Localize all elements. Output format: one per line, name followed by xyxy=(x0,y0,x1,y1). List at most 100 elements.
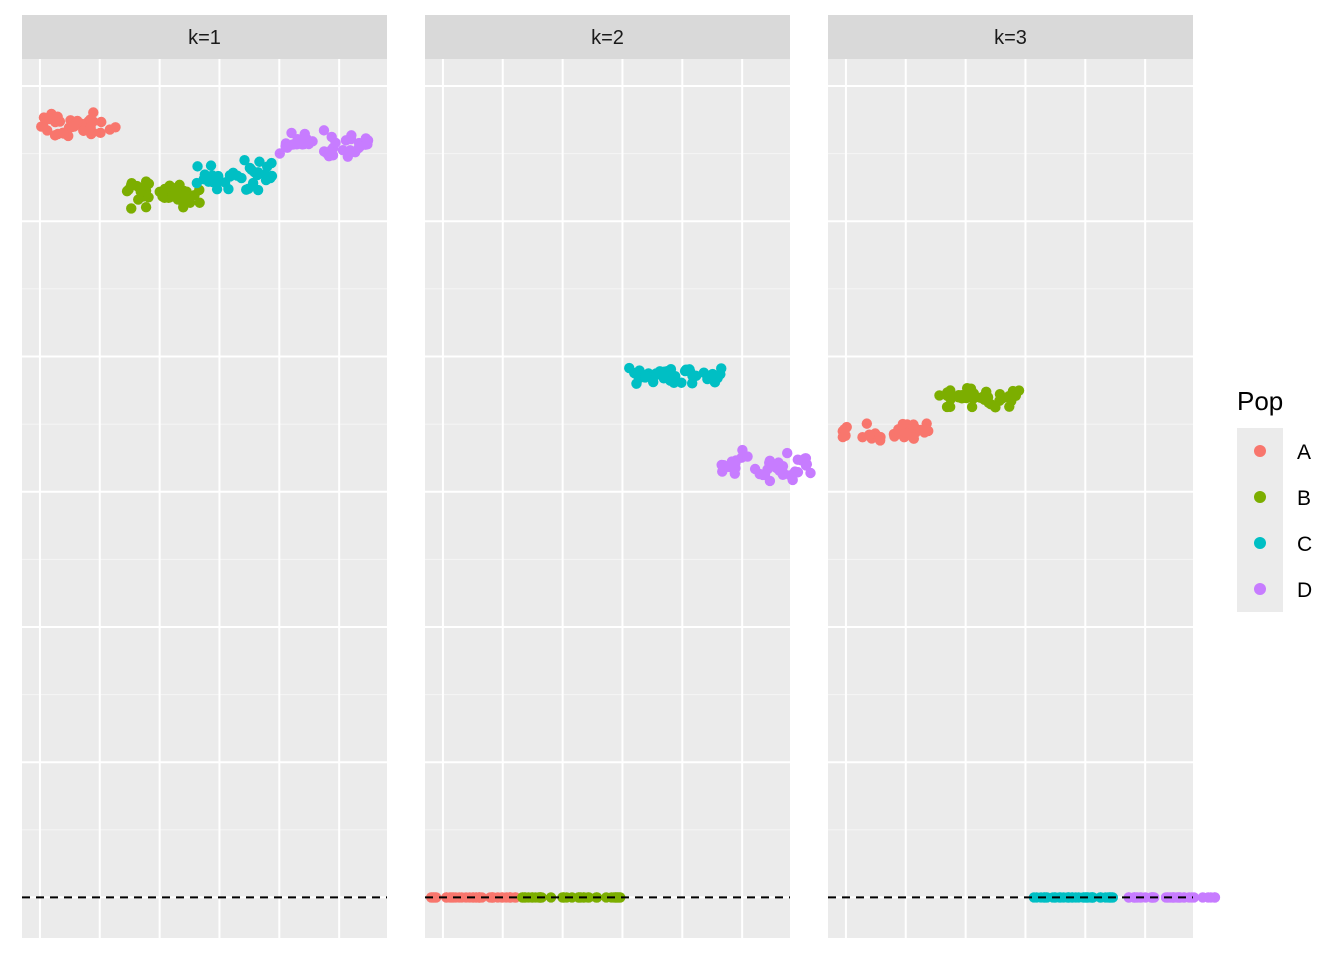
data-point-C xyxy=(665,364,677,375)
series-D xyxy=(1123,892,1221,903)
data-point-D xyxy=(757,469,769,481)
data-point-A xyxy=(907,432,919,443)
data-point-B xyxy=(557,892,568,903)
data-point-A xyxy=(919,423,930,435)
data-point-C xyxy=(1070,892,1081,903)
legend-item-B: B xyxy=(1254,487,1311,510)
data-point-D xyxy=(792,454,803,465)
data-point-D xyxy=(730,455,742,466)
data-point-D xyxy=(274,148,286,159)
strip-label: k=3 xyxy=(994,27,1027,49)
data-point-B xyxy=(526,892,538,903)
data-point-B xyxy=(170,185,182,196)
data-point-C xyxy=(1100,892,1111,903)
data-point-C xyxy=(658,373,669,384)
data-point-C xyxy=(631,378,642,389)
data-point-B xyxy=(965,383,977,394)
legend-key-A xyxy=(1254,445,1266,457)
data-point-B xyxy=(611,892,622,903)
data-point-C xyxy=(205,160,217,171)
data-point-D xyxy=(1184,892,1195,903)
strip-background xyxy=(828,15,1193,59)
strip-background xyxy=(425,15,790,59)
panel-k-3: k=3 xyxy=(828,15,1221,938)
data-point-C xyxy=(207,176,219,188)
data-point-A xyxy=(85,114,96,125)
series-C xyxy=(624,362,727,389)
data-point-A xyxy=(57,127,69,139)
data-point-B xyxy=(934,390,945,401)
data-point-A xyxy=(837,431,849,443)
series-D xyxy=(274,125,374,162)
data-point-B xyxy=(126,178,137,189)
data-point-B xyxy=(143,178,155,189)
legend-label-C: C xyxy=(1297,533,1312,556)
data-point-A xyxy=(50,116,61,128)
data-point-D xyxy=(792,467,804,478)
data-point-D xyxy=(718,459,729,471)
data-point-C xyxy=(624,362,635,374)
data-point-B xyxy=(944,401,956,413)
legend-title: Pop xyxy=(1237,386,1283,416)
legend-key-D xyxy=(1254,583,1266,595)
panel-k-1: k=1 xyxy=(22,15,387,938)
data-point-C xyxy=(224,170,236,181)
data-point-C xyxy=(244,162,256,174)
data-point-D xyxy=(749,463,761,475)
data-point-A xyxy=(36,121,47,132)
panel-background xyxy=(22,59,387,938)
data-point-B xyxy=(994,388,1006,400)
data-point-B xyxy=(126,203,137,214)
data-point-D xyxy=(282,142,293,153)
series-A xyxy=(36,107,121,142)
data-point-B xyxy=(945,385,956,396)
panel-background xyxy=(425,59,790,938)
data-point-D xyxy=(1209,892,1221,903)
legend-label-A: A xyxy=(1297,441,1311,464)
data-point-B xyxy=(133,194,144,205)
data-point-A xyxy=(486,892,498,903)
data-point-D xyxy=(742,451,753,462)
data-point-A xyxy=(861,418,873,429)
legend-label-B: B xyxy=(1297,487,1311,510)
data-point-C xyxy=(715,369,726,380)
series-C xyxy=(191,155,278,196)
data-point-D xyxy=(286,127,297,139)
data-point-A xyxy=(897,418,909,430)
data-point-C xyxy=(1087,892,1099,903)
data-point-B xyxy=(135,183,147,194)
data-point-C xyxy=(191,177,203,189)
data-point-B xyxy=(953,390,964,401)
series-D xyxy=(716,444,816,487)
data-point-C xyxy=(192,161,203,172)
data-point-A xyxy=(104,124,116,135)
data-point-A xyxy=(68,121,80,132)
series-A xyxy=(425,892,521,903)
legend-label-D: D xyxy=(1297,579,1312,602)
data-point-A xyxy=(95,127,106,139)
data-point-A xyxy=(85,122,96,133)
data-point-D xyxy=(318,125,330,136)
data-point-D xyxy=(337,144,349,156)
data-point-D xyxy=(805,467,816,479)
data-point-D xyxy=(787,474,798,486)
strip-label: k=1 xyxy=(188,27,221,49)
data-point-C xyxy=(707,368,718,380)
series-B xyxy=(121,176,205,214)
data-point-A xyxy=(874,435,886,446)
data-point-D xyxy=(330,137,341,149)
series-A xyxy=(837,418,934,446)
data-point-A xyxy=(864,429,875,440)
data-point-D xyxy=(340,135,352,146)
legend-item-C: C xyxy=(1254,533,1312,556)
data-point-D xyxy=(298,139,309,150)
legend-key-background xyxy=(1237,428,1283,612)
data-point-B xyxy=(159,183,171,195)
data-point-D xyxy=(362,139,373,150)
data-point-D xyxy=(782,447,793,459)
strip-background xyxy=(22,15,387,59)
data-point-B xyxy=(966,401,978,413)
data-point-B xyxy=(140,202,152,213)
data-point-C xyxy=(640,370,651,381)
